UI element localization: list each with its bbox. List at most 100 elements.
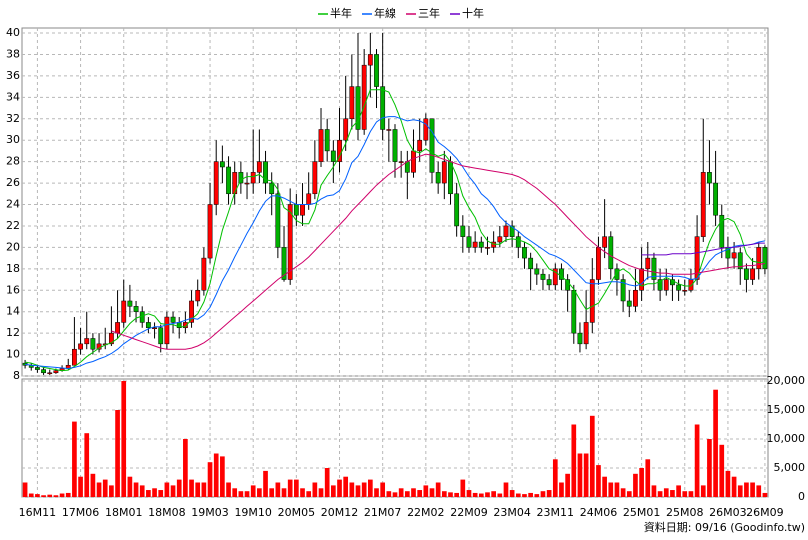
candle-body	[700, 172, 706, 237]
candle-body	[182, 322, 188, 329]
volume-bar	[189, 479, 194, 497]
volume-bar	[78, 476, 83, 497]
x-tick-label: 20M12	[321, 506, 359, 519]
volume-bar	[454, 492, 459, 497]
candle-body	[263, 161, 268, 184]
candle-body	[522, 247, 527, 259]
x-tick-label: 19M10	[234, 506, 272, 519]
volume-bar	[183, 439, 188, 497]
candle-body	[633, 290, 638, 307]
candle-body	[127, 300, 133, 307]
candle-body	[460, 225, 466, 237]
volume-bar	[343, 476, 349, 497]
volume-bar	[47, 494, 53, 497]
volume-bar	[633, 473, 638, 497]
x-tick-label: 17M06	[62, 506, 100, 519]
candle-body	[152, 327, 157, 330]
candle-body	[762, 247, 768, 270]
volume-bar	[602, 476, 607, 497]
volume-bar	[682, 491, 688, 497]
x-tick-label: 26M03	[709, 506, 747, 519]
candle-body	[713, 182, 719, 216]
candle-body	[417, 139, 423, 152]
candle-body	[84, 338, 90, 345]
volume-bar	[287, 479, 293, 497]
x-tick-label: 23M04	[493, 506, 531, 519]
volume-tick-label: 0	[798, 490, 805, 503]
source-note: 資料日期: 09/16 (Goodinfo.tw)	[644, 520, 805, 534]
volume-bar	[263, 470, 268, 497]
candle-body	[589, 279, 595, 323]
volume-bar	[725, 470, 731, 497]
candle-body	[534, 268, 540, 275]
volume-bar	[257, 488, 262, 497]
volume-bar	[762, 492, 768, 497]
volume-bar	[688, 491, 694, 497]
candle-body	[596, 247, 601, 280]
volume-bar	[460, 479, 466, 497]
volume-bar	[72, 421, 77, 497]
volume-bar	[300, 488, 305, 497]
volume-bar	[559, 482, 564, 497]
volume-bar	[651, 485, 657, 497]
candle-body	[145, 322, 151, 329]
y-tick-label: 10	[6, 348, 20, 361]
candle-body	[503, 225, 509, 237]
volume-bar	[546, 490, 552, 497]
volume-tick-label: 10,000	[767, 432, 806, 445]
volume-bar	[65, 492, 71, 497]
volume-bar	[269, 488, 275, 497]
candle-body	[275, 193, 281, 248]
volume-bar	[22, 482, 28, 497]
volume-bar	[528, 492, 533, 497]
y-tick-label: 34	[6, 90, 20, 103]
volume-bar	[139, 485, 145, 497]
x-tick-label: 18M08	[148, 506, 186, 519]
ma-line	[25, 116, 765, 370]
volume-bar	[102, 479, 108, 497]
volume-bar	[238, 491, 244, 497]
volume-bar	[448, 492, 453, 497]
candle-body	[515, 236, 521, 248]
volume-bar	[478, 493, 484, 497]
candle-body	[423, 118, 429, 141]
volume-bar	[417, 490, 423, 497]
candle-body	[639, 268, 645, 291]
volume-bar	[127, 476, 133, 497]
volume-bar	[663, 488, 669, 497]
ma-line	[641, 242, 765, 256]
volume-bar	[497, 493, 503, 497]
volume-bar	[750, 482, 755, 497]
legend-label: 三年	[418, 6, 440, 20]
y-tick-label: 20	[6, 240, 20, 253]
candle-body	[361, 64, 367, 130]
volume-bar	[374, 488, 379, 497]
volume-bar	[53, 495, 59, 497]
volume-bar	[207, 462, 213, 497]
candle-body	[306, 193, 312, 205]
volume-bar	[244, 491, 250, 497]
volume-bar	[195, 482, 201, 497]
candle-body	[472, 241, 478, 248]
candle-body	[756, 247, 762, 270]
volume-bar	[694, 424, 700, 497]
volume-tick-label: 20,000	[767, 374, 806, 387]
volume-bar	[583, 453, 589, 497]
volume-bar	[164, 482, 170, 497]
candle-body	[707, 172, 712, 184]
volume-bar	[201, 482, 207, 497]
candle-body	[485, 247, 490, 249]
candle-body	[392, 129, 398, 162]
candle-body	[614, 268, 620, 280]
volume-bar	[515, 493, 521, 497]
candle-body	[380, 86, 386, 130]
candle-body	[676, 284, 682, 291]
ma-line	[25, 89, 765, 372]
volume-bar	[226, 482, 231, 497]
volume-bar	[220, 456, 225, 497]
candle-body	[411, 150, 416, 173]
candle-body	[429, 118, 435, 173]
candle-body	[608, 236, 614, 270]
volume-bar	[744, 482, 749, 497]
candle-body	[435, 172, 441, 184]
